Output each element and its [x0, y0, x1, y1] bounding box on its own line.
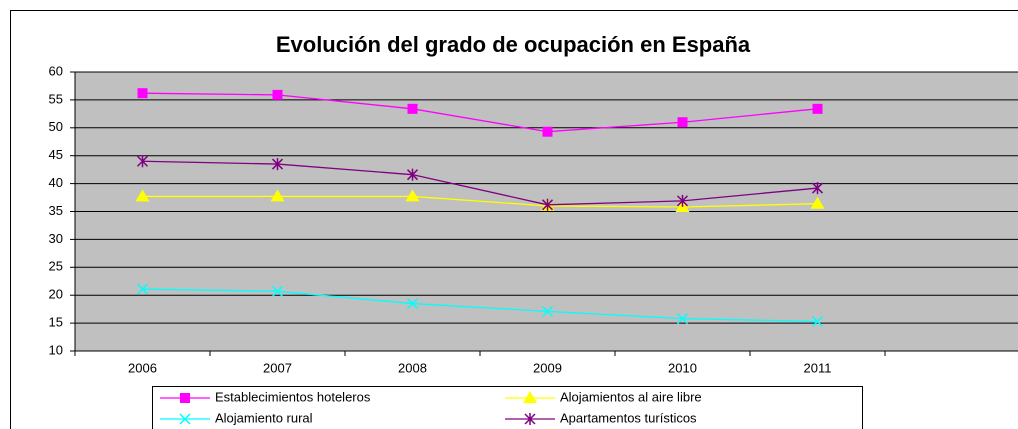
marker: [272, 89, 283, 100]
chart-title: Evolución del grado de ocupación en Espa…: [276, 32, 751, 57]
y-tick-label: 45: [49, 147, 63, 162]
legend-label: Apartamentos turísticos: [560, 410, 697, 425]
marker: [811, 182, 824, 195]
marker: [406, 168, 419, 181]
y-tick-label: 30: [49, 231, 63, 246]
y-tick-label: 55: [49, 91, 63, 106]
marker: [136, 283, 149, 295]
series-line: [142, 195, 818, 208]
marker: [271, 158, 284, 171]
x-tick-label: 2006: [128, 360, 157, 375]
marker: [406, 298, 419, 310]
marker: [270, 189, 285, 202]
y-tick-label: 15: [49, 315, 63, 330]
marker: [180, 393, 190, 403]
marker: [524, 413, 536, 425]
y-tick-label: 10: [49, 342, 63, 357]
marker: [523, 391, 537, 403]
marker: [541, 198, 554, 211]
y-tick-label: 25: [49, 259, 63, 274]
x-tick-label: 2008: [398, 360, 427, 375]
marker: [405, 189, 420, 202]
marker: [271, 285, 284, 297]
y-tick-label: 20: [49, 287, 63, 302]
marker: [137, 88, 148, 99]
legend-label: Alojamientos al aire libre: [560, 389, 702, 404]
marker: [811, 315, 824, 327]
y-tick-label: 35: [49, 203, 63, 218]
series-line: [142, 288, 818, 323]
marker: [135, 189, 150, 202]
series-line: [142, 92, 818, 133]
marker: [542, 126, 553, 137]
marker: [676, 194, 689, 207]
legend-box: [152, 386, 863, 429]
y-tick-label: 50: [49, 119, 63, 134]
y-tick-label: 40: [49, 175, 63, 190]
marker: [179, 413, 191, 425]
marker: [541, 305, 554, 317]
x-tick-label: 2011: [804, 360, 832, 375]
marker: [676, 313, 689, 325]
x-tick-label: 2010: [668, 360, 697, 375]
x-tick-label: 2007: [263, 360, 292, 375]
x-tick-label: 2009: [533, 360, 562, 375]
marker: [677, 117, 688, 128]
series-line: [142, 160, 818, 206]
marker: [136, 155, 149, 168]
marker: [407, 103, 418, 114]
legend: Establecimientos hoteleros Alojamientos a…: [152, 386, 863, 429]
legend-label: Alojamiento rural: [215, 410, 313, 425]
marker: [810, 196, 825, 209]
legend-label: Establecimientos hoteleros: [215, 389, 371, 404]
marker: [812, 103, 823, 114]
y-tick-label: 60: [49, 63, 63, 78]
